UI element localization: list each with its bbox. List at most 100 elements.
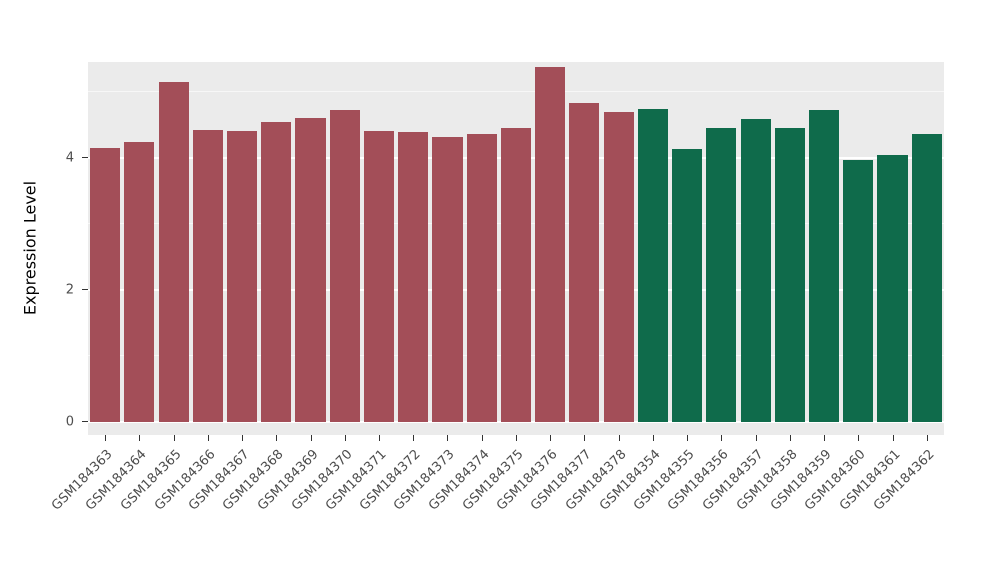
x-tick-mark [926, 435, 928, 441]
bar-GSM184362 [911, 133, 942, 422]
x-tick-mark [105, 435, 107, 441]
bar-GSM184376 [535, 66, 566, 422]
x-tick-mark [858, 435, 860, 441]
bar-GSM184360 [843, 159, 874, 422]
x-axis-slot: GSM184354 [597, 435, 670, 580]
bar-GSM184354 [637, 109, 668, 422]
x-axis-slot: GSM184355 [631, 435, 704, 580]
x-tick-mark [310, 435, 312, 441]
x-tick-mark [618, 435, 620, 441]
bar-slot [670, 62, 704, 422]
x-axis-slot: GSM184362 [871, 435, 944, 580]
y-tick-label: 2 [65, 282, 74, 298]
bar-slot [88, 62, 122, 422]
bar-slot [225, 62, 259, 422]
x-axis-slot: GSM184356 [665, 435, 738, 580]
bar-GSM184373 [432, 136, 463, 422]
bar-GSM184368 [261, 122, 292, 422]
bar-GSM184358 [774, 127, 805, 422]
x-axis-slot: GSM184376 [494, 435, 567, 580]
bar-slot [362, 62, 396, 422]
x-axis-slot: GSM184358 [734, 435, 807, 580]
x-tick-mark [584, 435, 586, 441]
bar-slot [533, 62, 567, 422]
bar-slot [602, 62, 636, 422]
x-tick-mark [378, 435, 380, 441]
x-axis: GSM184363 GSM184364 GSM184365 GSM184366 GSM1… [49, 435, 944, 580]
x-tick-mark [447, 435, 449, 441]
minor-gridline [88, 91, 944, 92]
plot-panel [88, 62, 944, 435]
y-tick-mark [82, 421, 88, 422]
bar-slot [499, 62, 533, 422]
bar-slot [910, 62, 944, 422]
x-tick-mark [687, 435, 689, 441]
y-tick-label: 0 [65, 414, 74, 430]
bar-slot [191, 62, 225, 422]
bar-slot [396, 62, 430, 422]
x-axis-slot: GSM184365 [118, 435, 190, 580]
bar-GSM184365 [158, 82, 189, 422]
x-axis-slot: GSM184374 [426, 435, 499, 580]
y-tick-label: 4 [65, 150, 74, 166]
x-tick-mark [755, 435, 757, 441]
bar-GSM184369 [295, 118, 326, 422]
bar-GSM184363 [90, 148, 121, 422]
x-axis-slot: GSM184361 [837, 435, 909, 580]
bar-GSM184375 [500, 127, 531, 422]
bar-slot [430, 62, 464, 422]
bar-GSM184366 [192, 130, 223, 422]
bar-slot [293, 62, 327, 422]
bar-GSM184378 [603, 111, 634, 422]
bar-GSM184370 [329, 110, 360, 422]
x-axis-slot: GSM184369 [255, 435, 327, 580]
bar-GSM184371 [363, 130, 395, 422]
x-axis-slot: GSM184372 [357, 435, 430, 580]
bar-GSM184364 [124, 141, 155, 422]
x-axis-slot: GSM184373 [391, 435, 464, 580]
y-tick-mark [82, 157, 88, 158]
x-tick-mark [413, 435, 415, 441]
x-axis-slot: GSM184371 [323, 435, 396, 580]
x-axis-slot: GSM184367 [186, 435, 259, 580]
x-axis-slot: GSM184378 [563, 435, 636, 580]
x-axis-slot: GSM184368 [220, 435, 293, 580]
bar-GSM184372 [398, 132, 429, 422]
bar-slot [567, 62, 601, 422]
bar-slot [738, 62, 772, 422]
x-axis-slot: GSM184359 [768, 435, 841, 580]
y-tick-mark [82, 289, 88, 290]
x-axis-slot: GSM184370 [289, 435, 362, 580]
major-gridline [88, 421, 944, 423]
bar-GSM184374 [466, 133, 497, 422]
bar-slot [841, 62, 875, 422]
x-axis-slot: GSM184366 [152, 435, 225, 580]
x-tick-mark [652, 435, 654, 441]
bar-slot [465, 62, 499, 422]
x-tick-mark [550, 435, 552, 441]
x-axis-slot: GSM184375 [460, 435, 533, 580]
x-tick-mark [789, 435, 791, 441]
x-tick-mark [481, 435, 483, 441]
x-tick-mark [207, 435, 209, 441]
bar-GSM184357 [740, 119, 771, 422]
bar-GSM184361 [877, 155, 908, 422]
x-axis-slot: GSM184364 [83, 435, 156, 580]
x-tick-mark [721, 435, 723, 441]
y-axis: 0 2 4 [0, 62, 88, 435]
x-tick-mark [892, 435, 894, 441]
x-axis-slot: GSM184363 [49, 435, 122, 580]
bar-slot [807, 62, 841, 422]
x-tick-mark [173, 435, 175, 441]
bar-slot [328, 62, 362, 422]
bars-container [88, 62, 944, 422]
x-axis-slot: GSM184357 [700, 435, 772, 580]
bar-slot [259, 62, 293, 422]
bar-GSM184367 [226, 130, 258, 422]
bar-slot [704, 62, 738, 422]
x-tick-mark [515, 435, 517, 441]
x-tick-mark [824, 435, 826, 441]
bar-slot [156, 62, 190, 422]
bar-GSM184355 [672, 149, 703, 422]
